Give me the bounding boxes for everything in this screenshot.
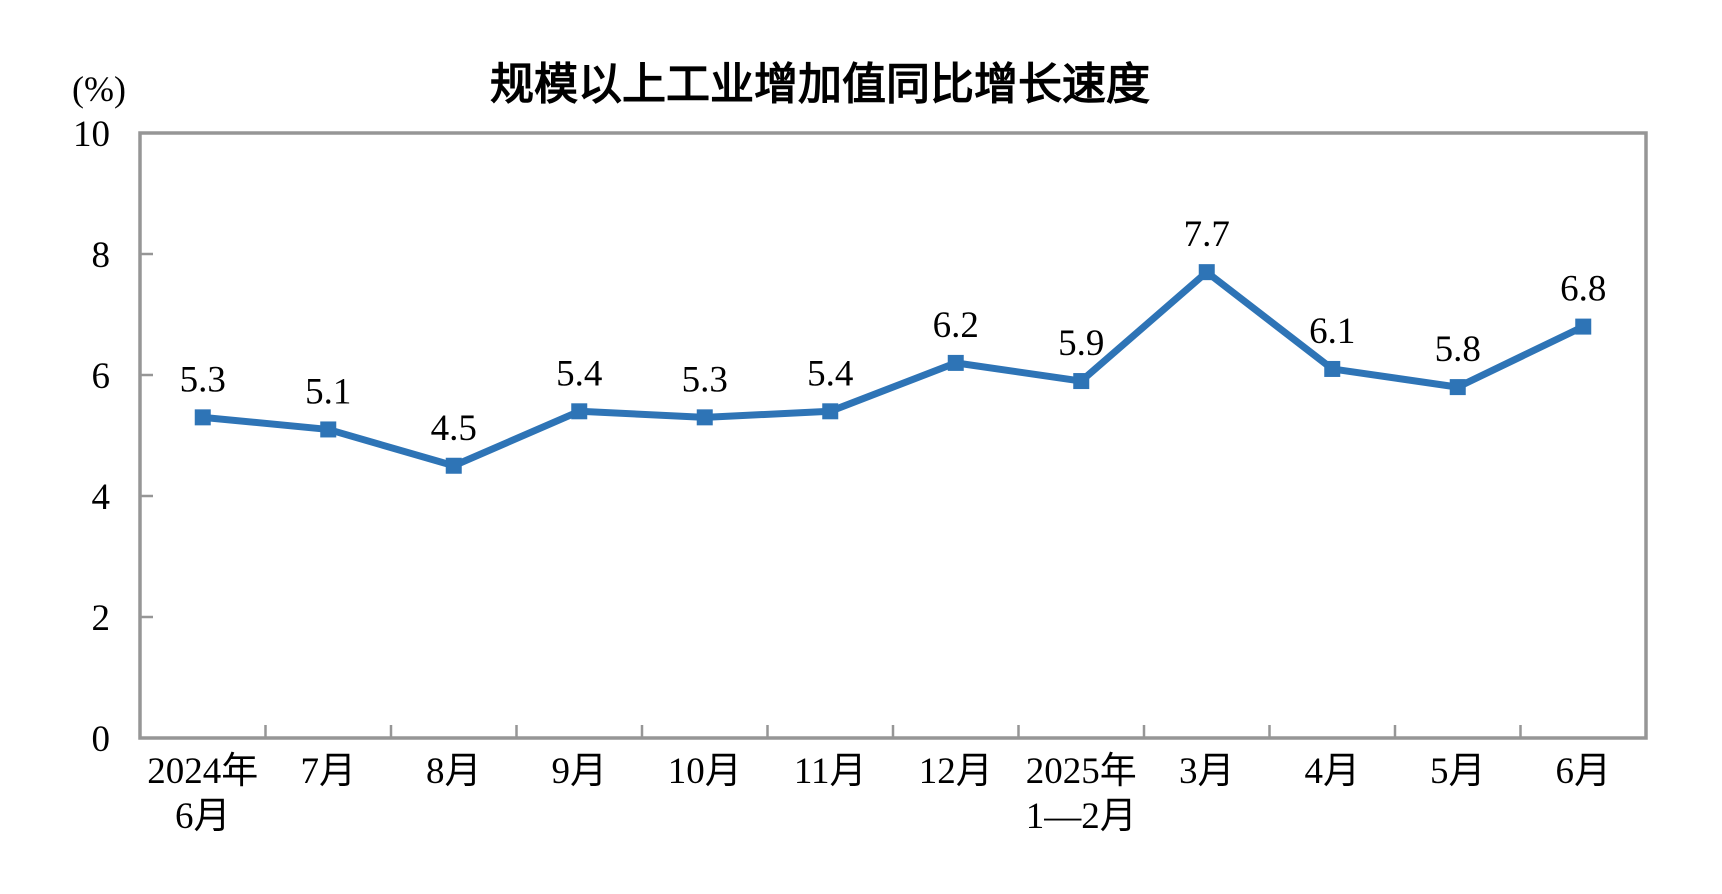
x-axis-category-label: 11月 bbox=[794, 751, 867, 792]
data-point-label: 5.9 bbox=[1058, 323, 1104, 364]
x-axis-category-label: 6月 bbox=[1556, 751, 1612, 792]
y-axis-tick-label: 10 bbox=[73, 114, 110, 155]
data-point-marker bbox=[822, 403, 839, 420]
data-point-marker bbox=[1449, 379, 1466, 396]
y-axis-tick-label: 6 bbox=[92, 356, 111, 397]
data-point-label: 5.8 bbox=[1435, 329, 1481, 370]
data-point-marker bbox=[1073, 373, 1090, 390]
x-axis-category-label: 2024年 bbox=[147, 750, 258, 792]
plot-border bbox=[138, 131, 1648, 740]
x-axis-category-label: 8月 bbox=[426, 751, 482, 792]
data-point-marker bbox=[445, 457, 462, 474]
y-axis-tick-label: 8 bbox=[92, 235, 111, 276]
x-axis-category-label: 5月 bbox=[1430, 751, 1486, 792]
data-point-marker bbox=[194, 409, 211, 426]
data-point-label: 6.1 bbox=[1309, 311, 1355, 352]
data-point-label: 7.7 bbox=[1184, 214, 1230, 255]
x-axis-category-label: 7月 bbox=[301, 751, 357, 792]
data-point-marker bbox=[571, 403, 588, 420]
data-point-label: 5.3 bbox=[180, 359, 226, 400]
y-axis-tick-label: 0 bbox=[92, 719, 111, 760]
data-point-marker bbox=[320, 421, 337, 438]
x-axis-category-label: 3月 bbox=[1179, 751, 1235, 792]
data-point-label: 5.4 bbox=[556, 353, 602, 394]
data-point-marker bbox=[1324, 360, 1341, 377]
data-point-label: 6.8 bbox=[1560, 269, 1606, 310]
y-axis-tick-label: 4 bbox=[92, 477, 111, 518]
data-point-marker bbox=[1198, 264, 1215, 281]
data-point-marker bbox=[947, 354, 964, 371]
x-axis-category-label: 6月 bbox=[175, 796, 231, 837]
x-axis-category-label: 2025年 bbox=[1026, 750, 1137, 792]
data-point-label: 5.4 bbox=[807, 353, 853, 394]
data-point-label: 4.5 bbox=[431, 408, 477, 449]
data-point-marker bbox=[696, 409, 713, 426]
x-axis-category-label: 1—2月 bbox=[1026, 796, 1137, 837]
y-axis-unit-label: (%) bbox=[72, 69, 126, 109]
x-axis-category-label: 12月 bbox=[919, 751, 993, 792]
data-point-label: 6.2 bbox=[933, 305, 979, 346]
series-line bbox=[199, 268, 1587, 470]
x-axis-category-label: 4月 bbox=[1305, 751, 1361, 792]
x-axis-category-label: 10月 bbox=[668, 751, 742, 792]
data-point-label: 5.1 bbox=[305, 371, 351, 412]
y-axis-tick-label: 2 bbox=[92, 598, 111, 639]
x-axis-category-label: 9月 bbox=[552, 751, 608, 792]
data-point-label: 5.3 bbox=[682, 359, 728, 400]
data-point-marker bbox=[1575, 318, 1592, 335]
chart-title: 规模以上工业增加值同比增长速度 bbox=[490, 60, 1150, 109]
